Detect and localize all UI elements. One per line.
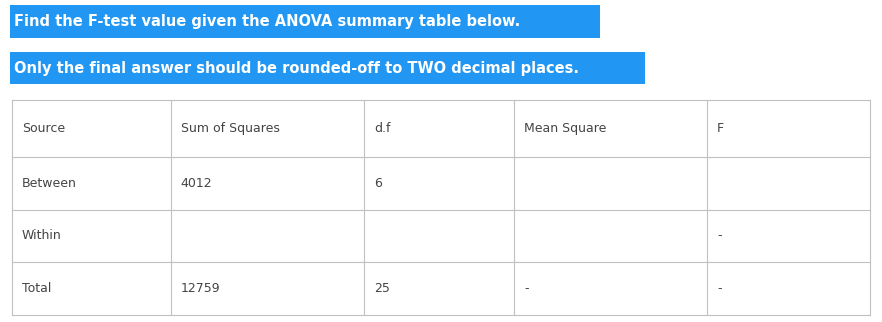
Text: Find the F-test value given the ANOVA summary table below.: Find the F-test value given the ANOVA su… <box>14 14 520 29</box>
Text: Between: Between <box>22 177 77 190</box>
Bar <box>10 52 645 84</box>
Text: 25: 25 <box>374 282 390 295</box>
Text: 12759: 12759 <box>181 282 220 295</box>
Bar <box>10 5 600 38</box>
Text: 6: 6 <box>374 177 382 190</box>
Text: -: - <box>524 282 528 295</box>
Text: Mean Square: Mean Square <box>524 122 606 135</box>
Text: Source: Source <box>22 122 65 135</box>
Text: -: - <box>717 282 721 295</box>
Text: F: F <box>717 122 724 135</box>
Text: Only the final answer should be rounded-off to TWO decimal places.: Only the final answer should be rounded-… <box>14 61 579 75</box>
Text: 4012: 4012 <box>181 177 213 190</box>
Text: Total: Total <box>22 282 51 295</box>
Text: Sum of Squares: Sum of Squares <box>181 122 280 135</box>
Text: -: - <box>717 230 721 242</box>
Text: d.f: d.f <box>374 122 390 135</box>
Text: Within: Within <box>22 230 62 242</box>
